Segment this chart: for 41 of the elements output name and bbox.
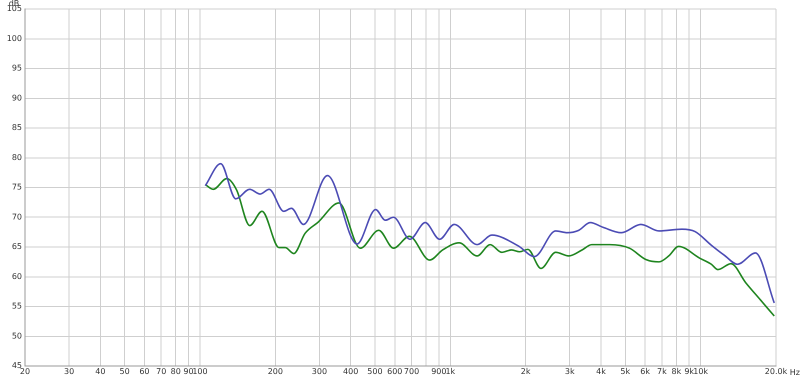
x-tick-label: 90: [183, 366, 194, 376]
x-tick-label: 9k: [684, 366, 694, 376]
x-tick-label: 500: [367, 366, 383, 376]
x-tick-label: 600: [387, 366, 402, 376]
x-tick-label: 70: [156, 366, 166, 376]
x-tick-label: 60: [139, 366, 150, 376]
x-tick-label: 6k: [640, 366, 650, 376]
x-tick-label: 700: [404, 366, 420, 376]
x-tick-label: 900: [431, 366, 446, 376]
y-tick-label: 65: [12, 242, 22, 252]
y-tick-label: 70: [12, 212, 22, 222]
x-tick-label: 8k: [672, 366, 682, 376]
y-tick-label: 60: [12, 272, 22, 281]
y-tick-label: 95: [12, 64, 22, 73]
y-tick-label: 100: [6, 34, 22, 43]
y-tick-label: 75: [12, 182, 22, 192]
x-tick-label: 80: [170, 366, 181, 376]
x-tick-label: 4k: [596, 366, 606, 376]
y-tick-label: 105: [6, 4, 22, 14]
x-tick-label: 200: [268, 366, 283, 376]
x-tick-label: 400: [343, 366, 358, 376]
x-tick-label: 40: [95, 366, 106, 376]
y-tick-label: 80: [12, 152, 22, 162]
x-axis-title: Hz: [790, 368, 800, 378]
x-tick-label: 7k: [657, 366, 668, 376]
y-tick-label: 50: [12, 331, 22, 340]
y-tick-label: 90: [12, 93, 22, 102]
x-tick-label: 2k: [520, 366, 531, 376]
y-tick-label: 85: [12, 123, 22, 132]
x-tick-label: 300: [312, 366, 328, 376]
x-tick-label: 10k: [693, 366, 708, 376]
x-tick-label: 100: [192, 366, 208, 376]
x-tick-label: 50: [120, 366, 130, 376]
x-tick-label: 30: [64, 366, 74, 376]
x-tick-label: 20: [20, 366, 30, 376]
y-tick-label: 55: [12, 302, 22, 311]
y-tick-label: 45: [12, 361, 22, 370]
x-tick-label: 3k: [564, 366, 575, 376]
x-tick-label: 5k: [620, 366, 631, 376]
x-tick-label: 20.0k: [764, 366, 788, 376]
x-tick-label: 1k: [445, 366, 456, 376]
